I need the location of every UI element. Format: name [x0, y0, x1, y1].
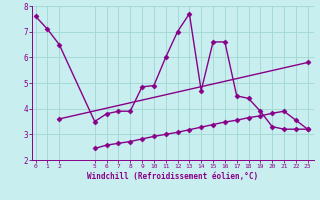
X-axis label: Windchill (Refroidissement éolien,°C): Windchill (Refroidissement éolien,°C): [87, 172, 258, 181]
